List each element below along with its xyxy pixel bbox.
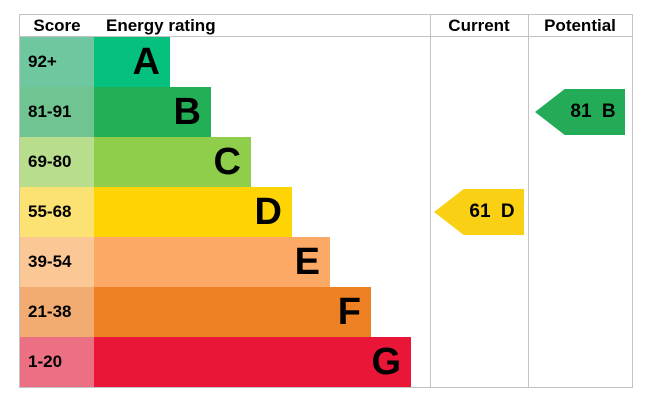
band-bar: A [94, 37, 170, 87]
band-letter: D [254, 191, 282, 233]
band-row: 21-38 F [20, 287, 632, 337]
rating-table: Score Energy rating Current Potential 92… [19, 14, 633, 388]
band-bar: E [94, 237, 330, 287]
potential-column-divider [528, 15, 529, 387]
band-rows: 92+ A 81-91 B 69-80 C 55-68 D 39-54 E 21… [20, 37, 632, 387]
header-score: Score [33, 16, 81, 35]
band-row: 55-68 D [20, 187, 632, 237]
header-energy-rating: Energy rating [106, 16, 216, 35]
current-rating-label: 61 D [469, 201, 515, 222]
band-score-range: 21-38 [20, 287, 94, 337]
band-score-range: 69-80 [20, 137, 94, 187]
band-row: 39-54 E [20, 237, 632, 287]
band-row: 92+ A [20, 37, 632, 87]
current-column-divider [430, 15, 431, 387]
band-score-range: 1-20 [20, 337, 94, 387]
band-score-range: 92+ [20, 37, 94, 87]
band-letter: C [213, 141, 241, 183]
band-bar: D [94, 187, 292, 237]
band-letter: A [132, 41, 160, 83]
band-row: 69-80 C [20, 137, 632, 187]
band-letter: F [337, 291, 361, 333]
band-letter: B [173, 91, 201, 133]
band-row: 1-20 G [20, 337, 632, 387]
table-header: Score Energy rating Current Potential [20, 15, 632, 37]
band-bar: C [94, 137, 251, 187]
potential-rating-label: 81 B [570, 101, 616, 122]
band-bar: F [94, 287, 371, 337]
band-letter: E [294, 241, 320, 283]
band-score-range: 81-91 [20, 87, 94, 137]
header-current: Current [448, 16, 510, 35]
band-score-range: 55-68 [20, 187, 94, 237]
band-bar: G [94, 337, 411, 387]
header-potential: Potential [544, 16, 616, 35]
band-row: 81-91 B [20, 87, 632, 137]
band-score-range: 39-54 [20, 237, 94, 287]
band-letter: G [371, 341, 401, 383]
band-bar: B [94, 87, 211, 137]
